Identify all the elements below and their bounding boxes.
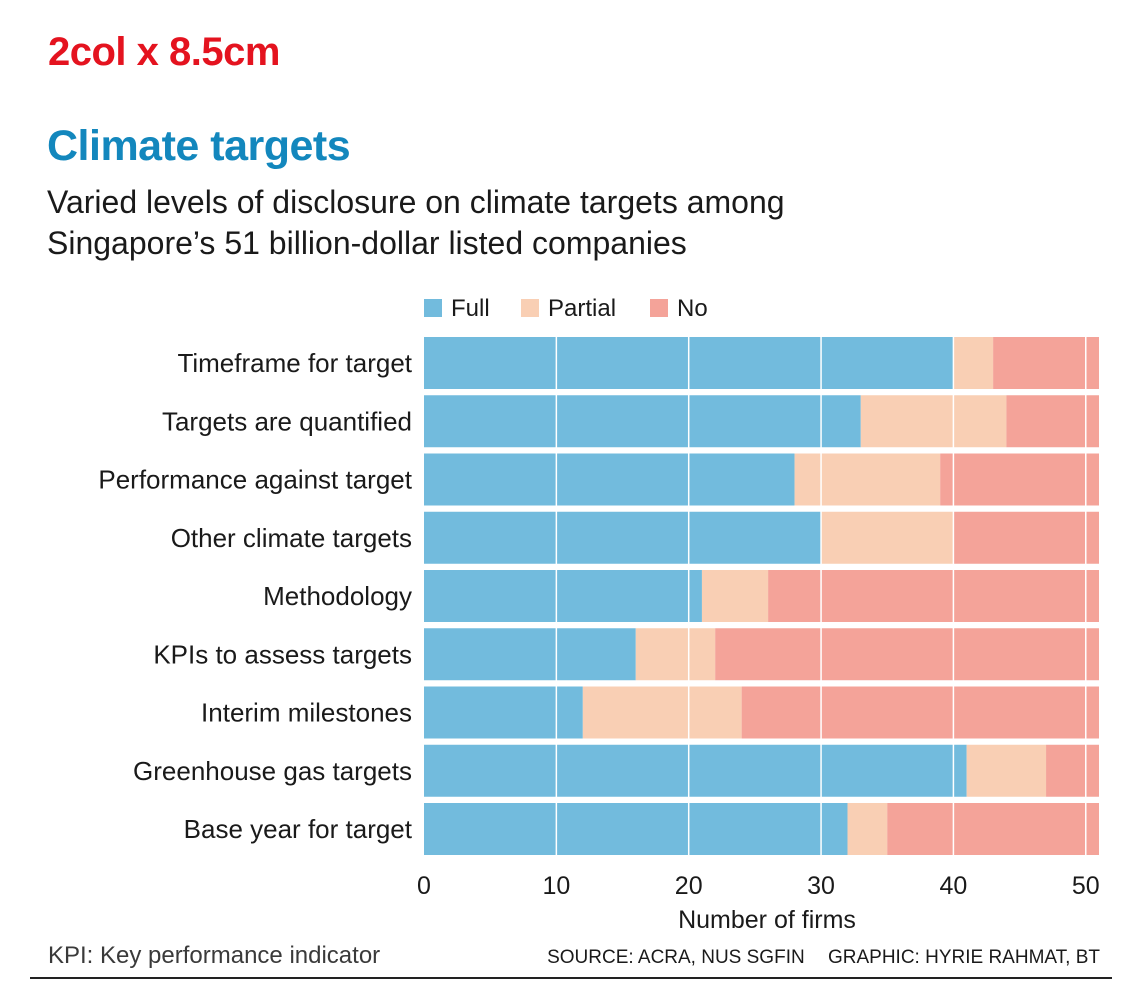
x-tick-label: 50: [1072, 872, 1100, 900]
bar-no-3: [940, 453, 1099, 506]
bar-full-8: [424, 744, 967, 797]
x-tick-label: 0: [417, 872, 431, 900]
category-label: Timeframe for target: [177, 348, 412, 378]
bar-partial-3: [794, 453, 941, 506]
bar-partial-6: [635, 628, 716, 681]
legend-label-no: No: [677, 295, 708, 322]
bar-partial-1: [953, 337, 994, 389]
bar-no-7: [741, 686, 1099, 739]
source-credit: SOURCE: ACRA, NUS SGFIN: [547, 947, 805, 968]
x-tick-label: 30: [807, 872, 835, 900]
bar-full-7: [424, 686, 583, 739]
legend-label-partial: Partial: [548, 295, 616, 322]
legend-label-full: Full: [451, 295, 490, 322]
category-label: Other climate targets: [171, 523, 412, 553]
graphic-credit: GRAPHIC: HYRIE RAHMAT, BT: [827, 947, 1100, 968]
legend-swatch-partial: [521, 299, 539, 317]
legend-swatch-full: [424, 299, 442, 317]
x-axis-label: Number of firms: [678, 906, 856, 934]
category-label: Targets are quantified: [162, 406, 412, 436]
bar-no-5: [768, 570, 1099, 622]
category-label: KPIs to assess targets: [153, 639, 412, 669]
bar-partial-5: [701, 570, 769, 622]
bar-partial-9: [847, 803, 888, 855]
bar-full-2: [424, 395, 861, 448]
category-label: Performance against target: [98, 465, 412, 495]
bar-partial-8: [966, 744, 1047, 797]
bar-no-9: [887, 803, 1099, 855]
x-tick-label: 20: [675, 872, 703, 900]
bar-full-6: [424, 628, 636, 681]
bar-no-6: [715, 628, 1099, 681]
bars: [424, 337, 1099, 855]
stacked-bar-chart: Full Partial No Timeframe for target Target…: [98, 295, 1100, 934]
category-labels: Timeframe for target Targets are quantifi…: [98, 348, 412, 844]
legend: Full Partial No: [424, 295, 708, 322]
bar-full-5: [424, 570, 702, 622]
x-tick-label: 10: [542, 872, 570, 900]
bar-no-4: [953, 511, 1099, 564]
x-tick-label: 40: [940, 872, 968, 900]
bar-no-8: [1046, 744, 1099, 797]
footnote: KPI: Key performance indicator: [48, 942, 381, 969]
category-label: Interim milestones: [201, 698, 412, 728]
bar-partial-4: [821, 511, 954, 564]
bar-partial-7: [582, 686, 742, 739]
bar-no-2: [1006, 395, 1099, 448]
spec-label: 2col x 8.5cm: [48, 30, 280, 74]
credits: SOURCE: ACRA, NUS SGFIN GRAPHIC: HYRIE R…: [529, 947, 1100, 969]
category-label: Methodology: [263, 581, 412, 611]
gridlines: [555, 337, 1087, 855]
chart-title: Climate targets: [47, 122, 351, 170]
category-label: Greenhouse gas targets: [133, 756, 412, 786]
bar-full-3: [424, 453, 795, 506]
bar-full-9: [424, 803, 848, 855]
category-label: Base year for target: [184, 814, 413, 844]
bar-no-1: [993, 337, 1099, 389]
x-axis: 0 10 20 30 40 50: [417, 872, 1100, 900]
bar-full-4: [424, 511, 822, 564]
bottom-rule: [30, 977, 1112, 979]
legend-swatch-no: [650, 299, 668, 317]
chart-subtitle: Varied levels of disclosure on climate t…: [47, 184, 785, 261]
bar-partial-2: [860, 395, 1007, 448]
